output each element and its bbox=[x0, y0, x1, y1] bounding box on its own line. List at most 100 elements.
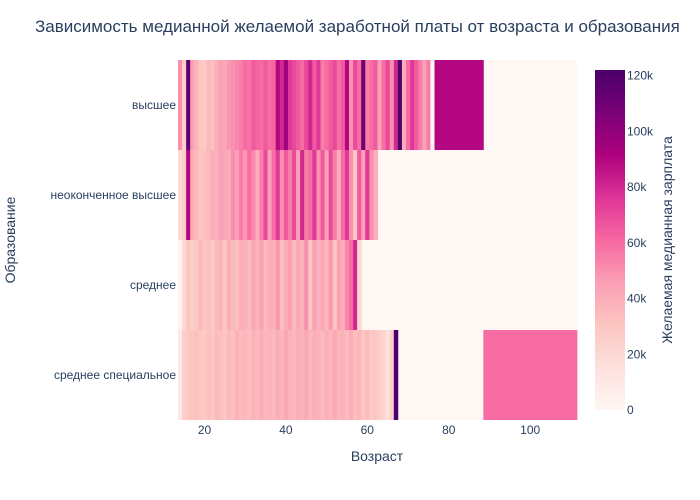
heatmap-cell bbox=[495, 330, 501, 420]
x-tick-label: 80 bbox=[442, 423, 456, 437]
heatmap-cell bbox=[328, 60, 334, 150]
heatmap-cell bbox=[300, 60, 305, 150]
heatmap-cell bbox=[283, 330, 289, 420]
heatmap-cell bbox=[308, 60, 313, 150]
heatmap-cell bbox=[328, 330, 334, 420]
plot-area bbox=[178, 60, 578, 420]
heatmap-cell bbox=[349, 60, 354, 150]
heatmap-cell bbox=[357, 240, 362, 330]
heatmap-cell bbox=[190, 330, 195, 420]
heatmap-cell bbox=[218, 60, 224, 150]
heatmap-cell bbox=[218, 150, 224, 240]
heatmap-cell bbox=[434, 60, 439, 150]
heatmap-cell bbox=[214, 330, 220, 420]
heatmap-cell bbox=[410, 60, 415, 150]
heatmap-cell bbox=[524, 330, 529, 420]
heatmap-cell bbox=[503, 330, 509, 420]
heatmap-cell bbox=[556, 330, 562, 420]
heatmap-cell bbox=[202, 240, 207, 330]
heatmap-cell bbox=[304, 60, 309, 150]
heatmap-cell bbox=[214, 240, 220, 330]
heatmap-cell bbox=[540, 330, 545, 420]
heatmap-cell bbox=[259, 240, 264, 330]
heatmap-cell bbox=[279, 60, 285, 150]
heatmap-cell bbox=[491, 330, 496, 420]
heatmap-cell bbox=[275, 240, 281, 330]
heatmap-cell bbox=[287, 330, 293, 420]
heatmap-cell bbox=[243, 60, 248, 150]
heatmap-cell bbox=[194, 150, 199, 240]
heatmap-cell bbox=[251, 150, 256, 240]
heatmap-cell bbox=[300, 150, 305, 240]
heatmap-cell bbox=[190, 60, 195, 150]
heatmap-cell bbox=[340, 60, 346, 150]
heatmap-cell bbox=[226, 240, 232, 330]
heatmap-cell bbox=[353, 330, 358, 420]
heatmap-cell bbox=[401, 60, 407, 150]
heatmap-cell bbox=[267, 330, 273, 420]
heatmap-cell bbox=[247, 330, 252, 420]
heatmap-cell bbox=[418, 60, 423, 150]
heatmap-cell bbox=[292, 150, 297, 240]
heatmap-cell bbox=[271, 150, 277, 240]
heatmap-cell bbox=[568, 330, 574, 420]
heatmap-cell bbox=[222, 240, 228, 330]
colorbar-ticks: 0 20k 40k 60k 80k 100k 120k bbox=[627, 69, 654, 417]
heatmap-cell bbox=[308, 330, 313, 420]
heatmap-cell bbox=[210, 150, 216, 240]
heatmap-cell bbox=[344, 60, 350, 150]
colorbar: 0 20k 40k 60k 80k 100k 120k Желаемая медианная… bbox=[595, 69, 675, 417]
heatmap-cell bbox=[332, 60, 338, 150]
heatmap-cell bbox=[353, 150, 358, 240]
heatmap-cell bbox=[353, 60, 358, 150]
heatmap-cell bbox=[230, 150, 236, 240]
heatmap-cell bbox=[226, 60, 232, 150]
heatmap-cell bbox=[381, 330, 387, 420]
heatmap-cell bbox=[548, 330, 553, 420]
heatmap-cell bbox=[292, 330, 297, 420]
heatmap-cell bbox=[198, 240, 203, 330]
heatmap-cell bbox=[532, 330, 537, 420]
heatmap-cell bbox=[446, 60, 452, 150]
colorbar-tick-label: 20k bbox=[627, 347, 647, 361]
heatmap-cell bbox=[222, 150, 228, 240]
heatmap-cell bbox=[361, 150, 366, 240]
heatmap-cell bbox=[186, 150, 191, 240]
y-tick-label: высшее bbox=[132, 98, 176, 112]
colorbar-tick-label: 60k bbox=[627, 236, 647, 250]
heatmap-cell bbox=[499, 330, 505, 420]
heatmap-cell bbox=[182, 150, 187, 240]
heatmap-cell bbox=[324, 330, 330, 420]
heatmap-cell bbox=[296, 150, 301, 240]
heatmap-cell bbox=[454, 60, 460, 150]
heatmap-cell bbox=[283, 150, 289, 240]
heatmap-cell bbox=[267, 240, 273, 330]
heatmap-cell bbox=[178, 240, 183, 330]
heatmap-cell bbox=[198, 60, 203, 150]
heatmap-cell bbox=[263, 150, 268, 240]
heatmap-cell bbox=[255, 150, 260, 240]
heatmap-cell bbox=[243, 330, 248, 420]
heatmap-cell bbox=[572, 330, 578, 420]
heatmap-cell bbox=[520, 330, 525, 420]
heatmap-cell bbox=[255, 240, 260, 330]
heatmap-cell bbox=[308, 240, 313, 330]
heatmap-cell bbox=[344, 330, 350, 420]
heatmap-cell bbox=[475, 60, 480, 150]
heatmap-cell bbox=[316, 330, 321, 420]
y-tick-label: среднее специальное bbox=[54, 368, 176, 382]
heatmap-cell bbox=[389, 60, 395, 150]
heatmap-cell bbox=[226, 150, 232, 240]
heatmap-cell bbox=[332, 330, 338, 420]
x-axis-ticks: 20 40 60 80 100 bbox=[198, 423, 541, 437]
heatmap-cell bbox=[226, 330, 232, 420]
heatmap-cell bbox=[340, 150, 346, 240]
heatmap-cell bbox=[426, 60, 431, 150]
heatmap-cell bbox=[304, 330, 309, 420]
heatmap-cell bbox=[357, 60, 362, 150]
heatmap-cell bbox=[515, 330, 521, 420]
heatmap-cell bbox=[230, 240, 236, 330]
y-tick-label: неоконченное высшее bbox=[51, 188, 177, 202]
heatmap-cell bbox=[385, 330, 391, 420]
